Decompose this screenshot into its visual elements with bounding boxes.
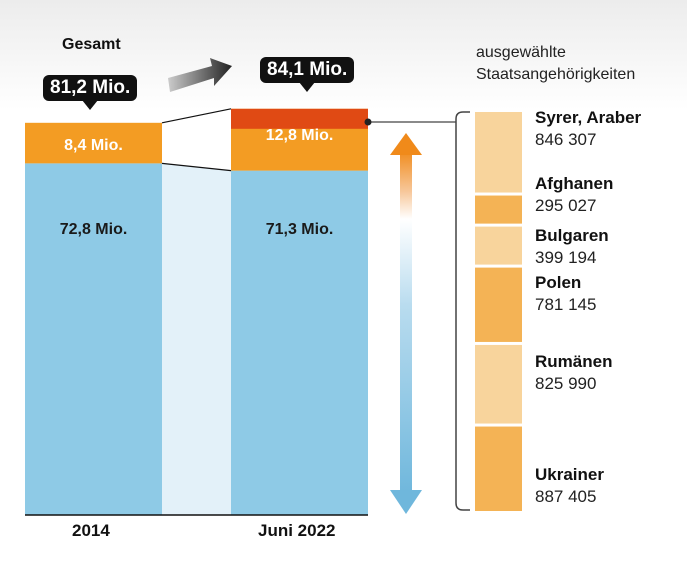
bar-connector-band (162, 163, 231, 515)
nationality-value: 846 307 (535, 130, 597, 149)
bar-highlight-selected (231, 108, 368, 129)
german-label-2022: 71,3 Mio. (265, 221, 334, 238)
total-label-2014: 81,2 Mio. (43, 75, 138, 110)
breakdown-block-5 (475, 426, 522, 511)
breakdown-block-1 (475, 195, 522, 224)
chart-title: Gesamt (62, 36, 121, 53)
breakdown-block-2 (475, 226, 522, 265)
nationality-name: Polen (535, 272, 582, 292)
nationality-value: 399 194 (535, 247, 597, 267)
connector-top-line (161, 108, 232, 124)
german-label-2014: 72,8 Mio. (59, 221, 128, 238)
x-tick-2022: Juni 2022 (258, 521, 336, 540)
nationality-name: Ukrainer (535, 465, 604, 484)
nationality-name: Rumänen (535, 352, 613, 372)
nationality-name: Syrer, Araber (535, 108, 642, 127)
bar-german-Juni-2022 (231, 170, 368, 515)
x-tick-2014: 2014 (72, 521, 110, 540)
bracket (455, 111, 470, 511)
arrow-up-icon (390, 133, 422, 155)
trend-arrow-icon (168, 58, 232, 92)
total-label-2022: 84,1 Mio. (260, 57, 355, 92)
bar-foreign-2014 (25, 122, 162, 164)
connector-dot (364, 118, 372, 126)
nationality-value: 295 027 (535, 195, 597, 215)
nationality-value: 887 405 (535, 487, 597, 506)
breakdown-block-4 (475, 344, 522, 424)
breakdown-title: ausgewählte Staatsangehörigkeiten (476, 44, 636, 83)
nationality-value: 825 990 (535, 374, 597, 394)
breakdown-block-0 (475, 112, 522, 193)
change-arrow-shaft (400, 150, 412, 495)
connector-bottom-line (161, 162, 232, 172)
nationality-name: Bulgaren (535, 225, 609, 245)
foreign-label-2014: 8,4 Mio. (64, 137, 123, 154)
bar-german-2014 (25, 163, 162, 515)
nationality-name: Afghanen (535, 173, 614, 193)
foreign-label-2022: 12,8 Mio. (265, 127, 334, 144)
nationality-value: 781 145 (535, 294, 597, 314)
arrow-down-icon (390, 490, 422, 514)
breakdown-block-3 (475, 267, 522, 342)
